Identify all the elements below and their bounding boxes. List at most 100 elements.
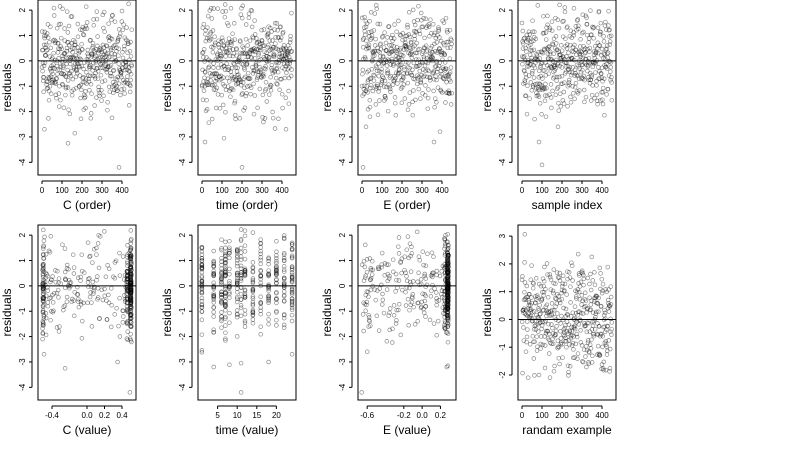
residual-point	[51, 13, 57, 18]
residual-point	[535, 321, 541, 327]
residual-point	[234, 273, 240, 278]
residual-point	[443, 66, 448, 71]
residual-point	[125, 288, 130, 294]
residual-point	[50, 38, 56, 43]
residual-point	[92, 49, 98, 54]
residual-point	[248, 91, 253, 97]
residual-point	[441, 311, 446, 316]
residual-point	[43, 293, 49, 298]
residual-point	[223, 271, 228, 277]
x-axis-title: randam example	[522, 423, 612, 437]
residual-point	[211, 304, 216, 310]
residual-point	[445, 255, 451, 260]
residual-point	[274, 249, 279, 255]
residual-point	[375, 266, 381, 272]
residual-point	[569, 324, 574, 330]
residual-point	[117, 34, 122, 39]
residual-point	[266, 256, 271, 262]
residual-point	[41, 262, 46, 267]
residual-point	[372, 287, 378, 292]
residual-point	[50, 65, 56, 71]
residual-point	[442, 318, 448, 324]
residual-point	[45, 35, 51, 41]
residual-point	[128, 256, 133, 262]
residual-point	[280, 29, 286, 35]
residual-point	[585, 64, 591, 69]
residual-point	[540, 342, 546, 348]
residual-point	[223, 301, 228, 307]
residual-point	[199, 283, 205, 289]
residual-point	[445, 269, 450, 274]
residual-point	[207, 71, 213, 76]
residual-point	[535, 315, 541, 320]
residual-point	[64, 45, 70, 51]
residual-point	[598, 71, 604, 76]
residual-point	[577, 88, 582, 93]
residual-point	[47, 249, 53, 255]
residual-point	[241, 108, 246, 113]
residual-point	[289, 275, 295, 280]
residual-point	[366, 77, 371, 83]
residual-point	[445, 305, 451, 310]
residual-point	[94, 245, 99, 251]
residual-point	[444, 262, 450, 267]
residual-point	[544, 46, 550, 51]
residual-point	[523, 297, 528, 303]
residual-point	[242, 269, 248, 275]
residual-point	[268, 88, 274, 93]
residual-point	[377, 58, 383, 63]
residual-point	[78, 95, 83, 101]
residual-point	[266, 293, 271, 299]
residual-point	[128, 324, 134, 330]
residual-point	[576, 58, 582, 64]
residual-point	[211, 273, 216, 278]
residual-point	[528, 302, 533, 308]
residual-point	[41, 352, 47, 357]
residual-point	[128, 288, 133, 293]
residual-point	[444, 255, 450, 260]
residual-point	[520, 28, 526, 34]
residual-point	[580, 76, 586, 81]
residual-point	[560, 281, 566, 286]
residual-point	[419, 59, 425, 65]
residual-point	[418, 80, 424, 86]
residual-point	[406, 50, 411, 56]
residual-point	[571, 317, 577, 322]
residual-point	[537, 82, 543, 87]
residual-point	[604, 344, 609, 349]
residual-point	[129, 260, 134, 265]
residual-point	[219, 310, 224, 315]
residual-point	[521, 306, 527, 311]
residual-point	[207, 31, 213, 37]
residual-point	[199, 263, 205, 268]
residual-point	[68, 14, 74, 19]
residual-point	[123, 60, 129, 66]
residual-point	[128, 323, 133, 329]
residual-point	[41, 296, 46, 302]
residual-point	[599, 366, 604, 372]
residual-point	[247, 38, 253, 43]
residual-point	[127, 254, 133, 259]
residual-point	[584, 32, 590, 38]
residual-point	[424, 48, 430, 53]
residual-point	[91, 285, 97, 291]
residual-point	[71, 64, 77, 70]
x-tick-label: 400	[435, 186, 449, 195]
residual-point	[263, 86, 269, 92]
residual-point	[248, 55, 254, 60]
residual-point	[540, 276, 546, 281]
residual-point	[289, 266, 295, 271]
residual-point	[525, 327, 530, 332]
residual-point	[405, 107, 411, 113]
residual-point	[255, 69, 261, 75]
residual-point	[575, 356, 580, 362]
residual-point	[577, 51, 583, 57]
residual-point	[531, 47, 537, 53]
residual-point	[607, 366, 613, 371]
residual-point	[112, 276, 118, 281]
residual-point	[522, 35, 527, 41]
residual-point	[542, 47, 547, 53]
residual-point	[366, 68, 371, 73]
residual-point	[124, 295, 130, 301]
residual-point	[242, 293, 248, 298]
